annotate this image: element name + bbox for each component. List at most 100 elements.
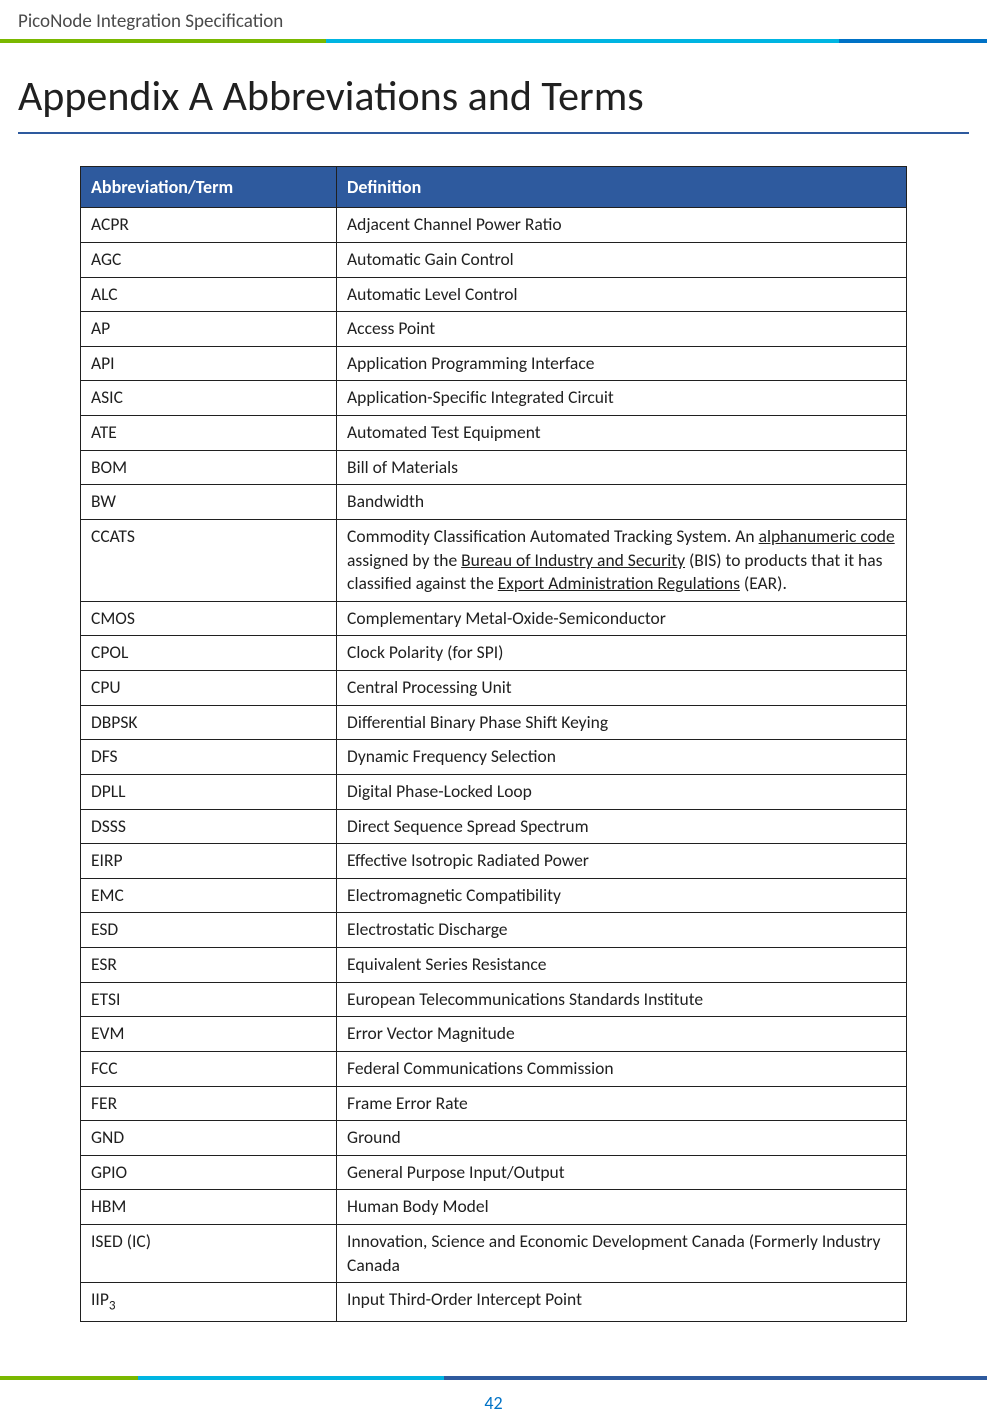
cell-term: AP [81,312,337,347]
cell-term: BOM [81,450,337,485]
table-row: DFSDynamic Frequency Selection [81,740,907,775]
cell-term: AGC [81,242,337,277]
table-row: ETSIEuropean Telecommunications Standard… [81,982,907,1017]
table-header-row: Abbreviation/Term Definition [81,167,907,208]
cell-definition: Federal Communications Commission [337,1051,907,1086]
cell-definition: Complementary Metal-Oxide-Semiconductor [337,601,907,636]
table-row: EMCElectromagnetic Compatibility [81,878,907,913]
table-row: DSSSDirect Sequence Spread Spectrum [81,809,907,844]
cell-definition: Access Point [337,312,907,347]
cell-definition: Electromagnetic Compatibility [337,878,907,913]
cell-definition: Automatic Level Control [337,277,907,312]
cell-definition: Equivalent Series Resistance [337,948,907,983]
cell-definition: Ground [337,1121,907,1156]
cell-definition: Bandwidth [337,485,907,520]
table-row: ALCAutomatic Level Control [81,277,907,312]
heading-underline [18,132,969,134]
table-row: GPIOGeneral Purpose Input/Output [81,1155,907,1190]
table-row: ASICApplication-Specific Integrated Circ… [81,381,907,416]
cell-term: ETSI [81,982,337,1017]
col-header-definition: Definition [337,167,907,208]
cell-term: DPLL [81,774,337,809]
table-row: ACPRAdjacent Channel Power Ratio [81,208,907,243]
table-row: GNDGround [81,1121,907,1156]
cell-definition: Dynamic Frequency Selection [337,740,907,775]
col-header-term: Abbreviation/Term [81,167,337,208]
doc-header: PicoNode Integration Specification [0,0,987,39]
cell-definition: Application-Specific Integrated Circuit [337,381,907,416]
table-row: CPOLClock Polarity (for SPI) [81,636,907,671]
cell-term: ALC [81,277,337,312]
cell-definition: Central Processing Unit [337,671,907,706]
table-row: FCCFederal Communications Commission [81,1051,907,1086]
table-row: ISED (IC)Innovation, Science and Economi… [81,1225,907,1283]
table-row: BWBandwidth [81,485,907,520]
cell-definition: Application Programming Interface [337,346,907,381]
cell-term: BW [81,485,337,520]
page-number: 42 [484,1392,502,1414]
cell-definition: Innovation, Science and Economic Develop… [337,1225,907,1283]
cell-term: ESD [81,913,337,948]
table-row: ESREquivalent Series Resistance [81,948,907,983]
abbreviations-table: Abbreviation/Term Definition ACPRAdjacen… [80,166,907,1322]
cell-term: CCATS [81,519,337,601]
table-row: APIApplication Programming Interface [81,346,907,381]
table-row: CCATSCommodity Classification Automated … [81,519,907,601]
cell-definition: Clock Polarity (for SPI) [337,636,907,671]
rule-segment-cyan [138,1376,444,1380]
cell-definition: Automated Test Equipment [337,416,907,451]
rule-segment-blue [839,39,987,43]
table-row: AGCAutomatic Gain Control [81,242,907,277]
table-row: DBPSKDifferential Binary Phase Shift Key… [81,705,907,740]
rule-segment-green [0,1376,138,1380]
table-row: CMOSComplementary Metal-Oxide-Semiconduc… [81,601,907,636]
cell-term: DBPSK [81,705,337,740]
cell-definition: Automatic Gain Control [337,242,907,277]
cell-term: GND [81,1121,337,1156]
cell-term: API [81,346,337,381]
page-title: Appendix A Abbreviations and Terms [18,71,969,122]
cell-term: EVM [81,1017,337,1052]
table-row: APAccess Point [81,312,907,347]
cell-term: CPU [81,671,337,706]
cell-definition: Commodity Classification Automated Track… [337,519,907,601]
cell-definition: General Purpose Input/Output [337,1155,907,1190]
table-row: IIP3Input Third-Order Intercept Point [81,1283,907,1321]
cell-definition: Input Third-Order Intercept Point [337,1283,907,1321]
cell-definition: Human Body Model [337,1190,907,1225]
cell-definition: European Telecommunications Standards In… [337,982,907,1017]
table-row: HBMHuman Body Model [81,1190,907,1225]
cell-term: EMC [81,878,337,913]
cell-term: GPIO [81,1155,337,1190]
cell-definition: Differential Binary Phase Shift Keying [337,705,907,740]
cell-term: FER [81,1086,337,1121]
cell-term: ESR [81,948,337,983]
table-row: FERFrame Error Rate [81,1086,907,1121]
cell-definition: Frame Error Rate [337,1086,907,1121]
cell-term: CMOS [81,601,337,636]
rule-segment-blue [444,1376,987,1380]
cell-definition: Adjacent Channel Power Ratio [337,208,907,243]
cell-term: ATE [81,416,337,451]
table-row: DPLLDigital Phase-Locked Loop [81,774,907,809]
page-footer: 42 [0,1376,987,1414]
table-row: BOMBill of Materials [81,450,907,485]
cell-term: EIRP [81,844,337,879]
cell-definition: Direct Sequence Spread Spectrum [337,809,907,844]
cell-definition: Bill of Materials [337,450,907,485]
table-row: EVMError Vector Magnitude [81,1017,907,1052]
cell-term: DFS [81,740,337,775]
table-row: EIRPEffective Isotropic Radiated Power [81,844,907,879]
cell-term: HBM [81,1190,337,1225]
cell-term: ASIC [81,381,337,416]
cell-term: CPOL [81,636,337,671]
cell-definition: Digital Phase-Locked Loop [337,774,907,809]
cell-definition: Effective Isotropic Radiated Power [337,844,907,879]
page-content: Appendix A Abbreviations and Terms Abbre… [0,43,987,1322]
cell-term: DSSS [81,809,337,844]
table-row: ATEAutomated Test Equipment [81,416,907,451]
cell-term: FCC [81,1051,337,1086]
header-rule [0,39,987,43]
cell-term: ACPR [81,208,337,243]
cell-definition: Error Vector Magnitude [337,1017,907,1052]
